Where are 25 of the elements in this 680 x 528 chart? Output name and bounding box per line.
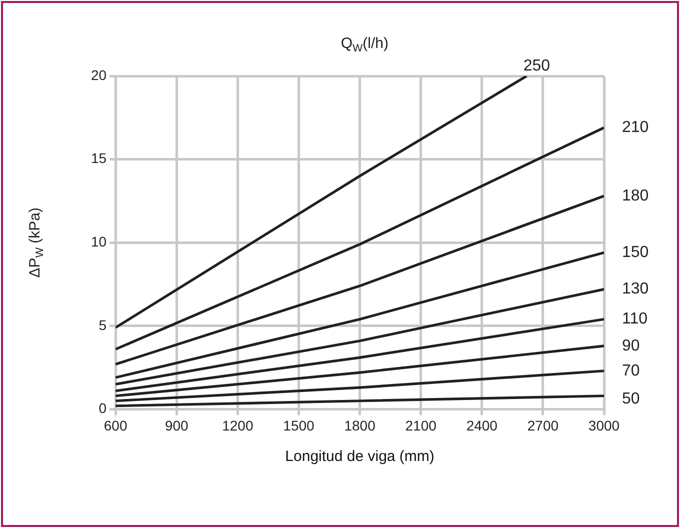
x-axis-title: Longitud de viga (mm) <box>285 448 434 466</box>
x-tick-label: 2700 <box>527 417 559 434</box>
x-tick-label: 3000 <box>588 417 620 434</box>
y-tick-label: 20 <box>90 66 107 83</box>
x-tick-label: 1800 <box>344 417 376 434</box>
x-tick-label: 1500 <box>283 417 315 434</box>
x-tick-label: 2100 <box>405 417 437 434</box>
series-label: 180 <box>622 187 649 204</box>
x-tick-label: 1200 <box>222 417 254 434</box>
x-tick-label: 600 <box>104 417 128 434</box>
x-tick-label: 900 <box>164 417 189 434</box>
y-tick-label: 15 <box>90 150 107 166</box>
series-label: 70 <box>622 362 640 380</box>
series-label: 250 <box>523 57 550 74</box>
series-label: 90 <box>622 337 640 354</box>
series-label: 110 <box>622 310 648 328</box>
series-label: 150 <box>622 244 649 261</box>
y-axis-title: ΔPW (kPa) <box>26 207 46 278</box>
series-label: 130 <box>622 280 649 298</box>
x-tick-label: 2400 <box>466 417 498 434</box>
y-tick-label: 5 <box>98 316 107 333</box>
y-tick-label: 0 <box>98 400 107 416</box>
series-label: 210 <box>622 119 649 136</box>
y-tick-label: 10 <box>90 233 107 250</box>
series-label: 50 <box>622 390 640 408</box>
